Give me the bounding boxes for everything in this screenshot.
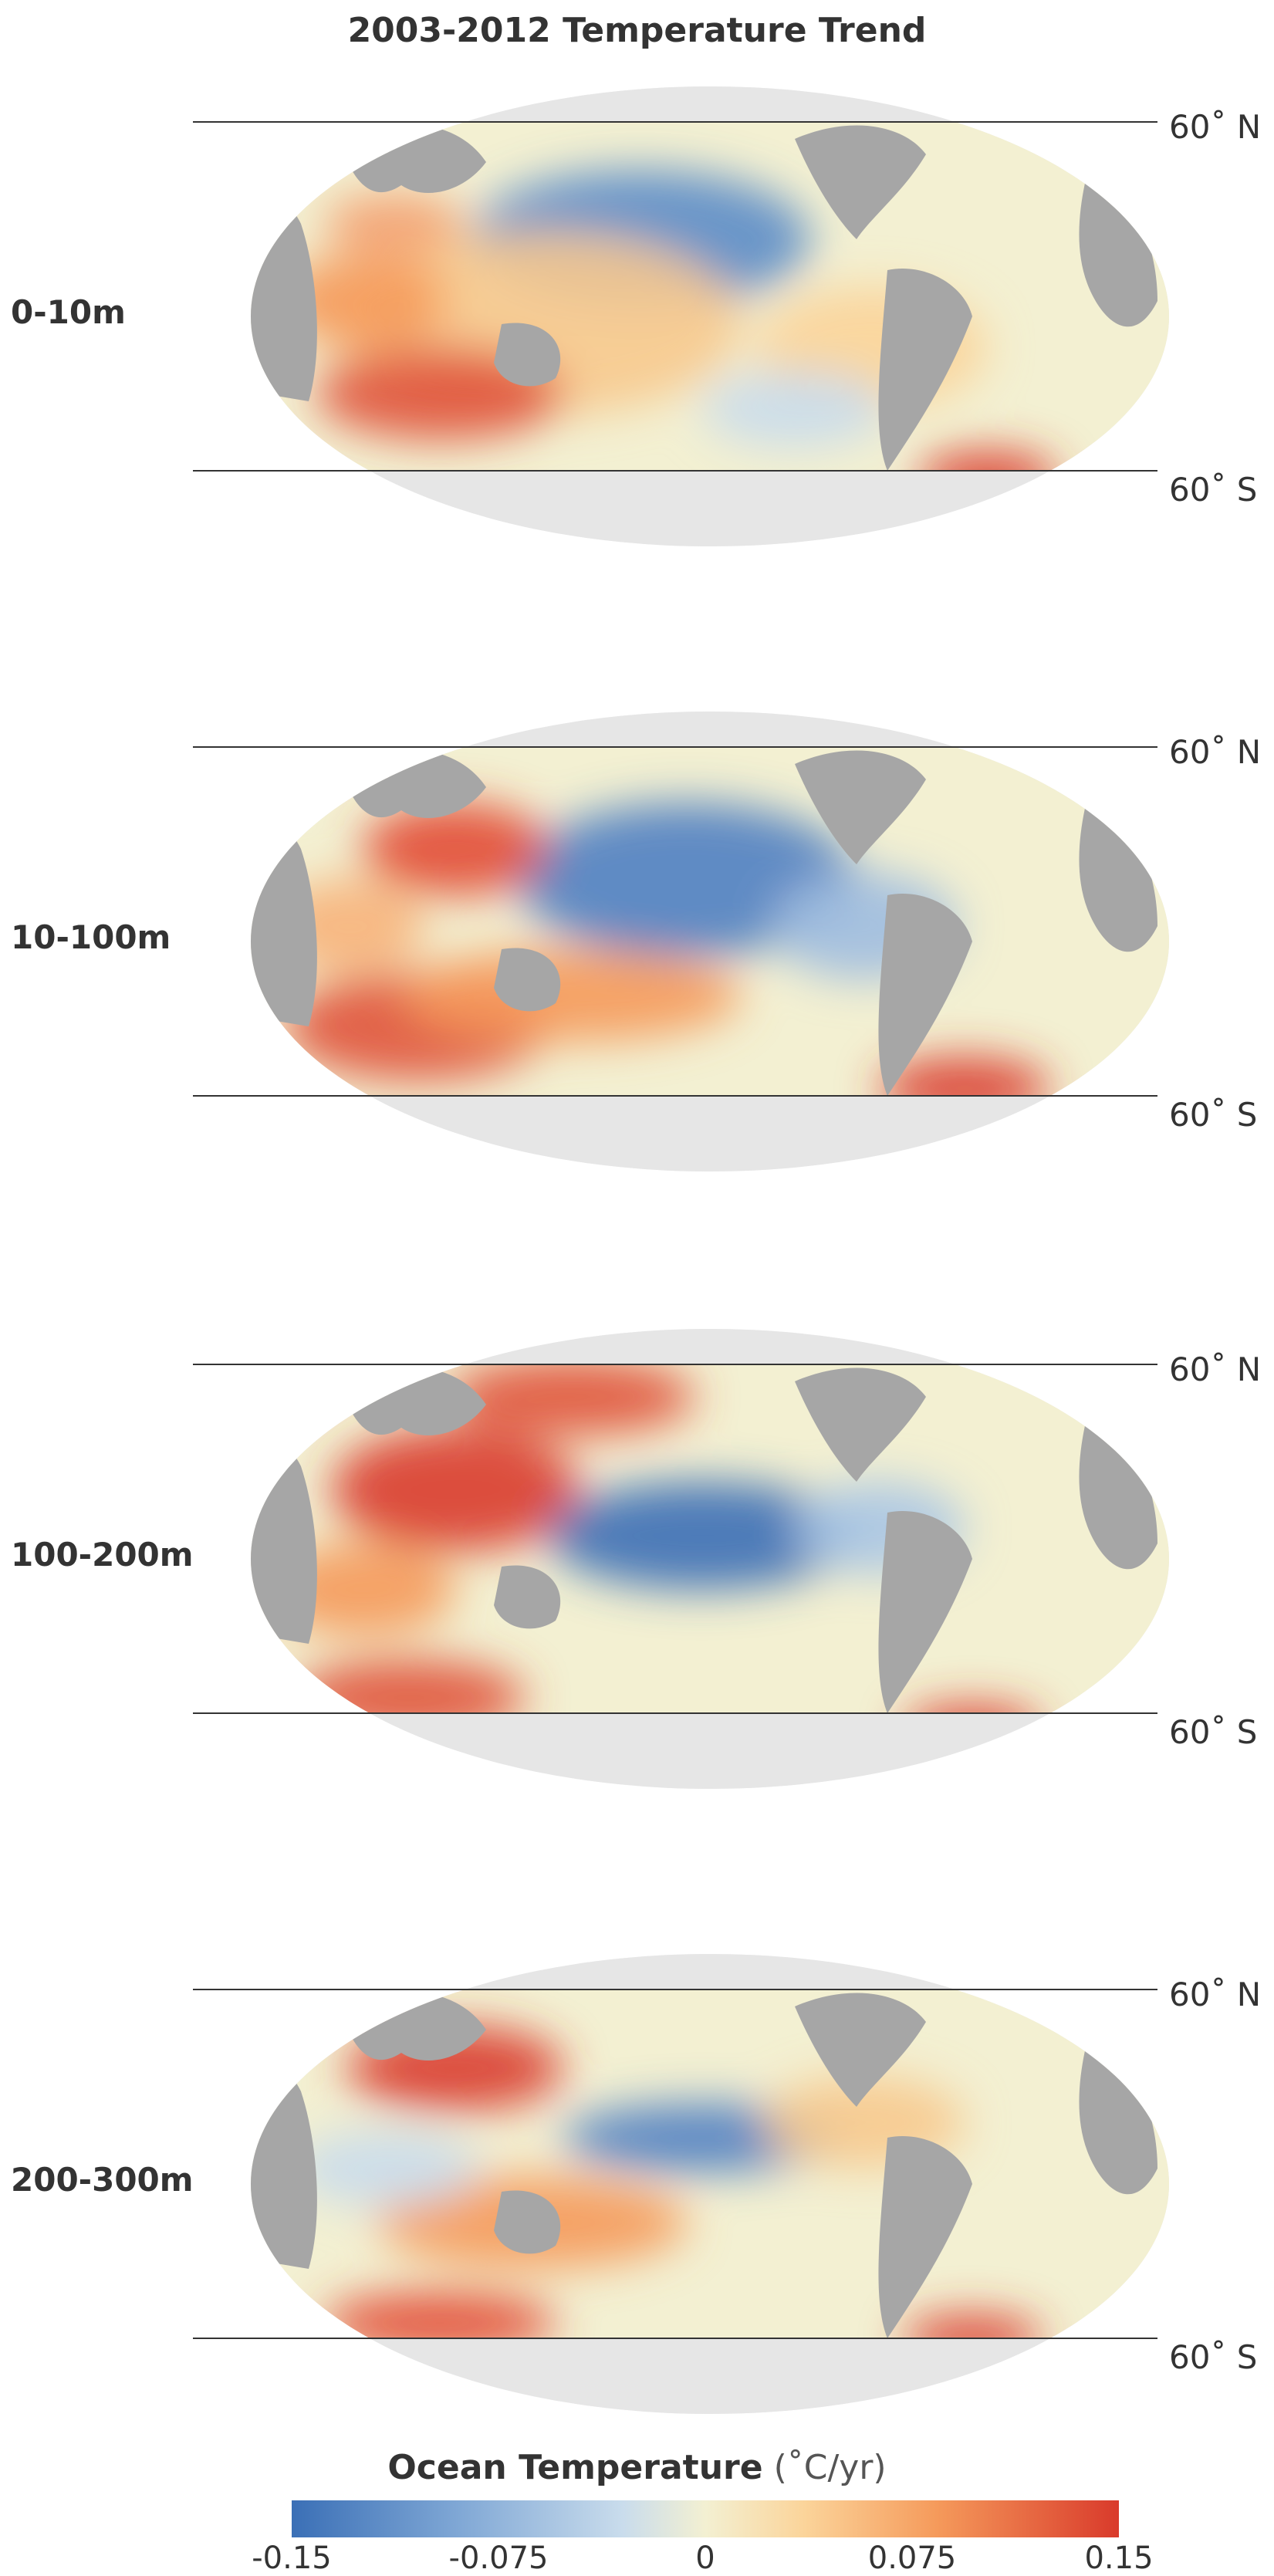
temperature-patch [401, 949, 741, 1042]
landmass [795, 750, 926, 864]
landmass [795, 125, 926, 239]
depth-label: 100-200m [11, 1536, 194, 1574]
temperature-patch [293, 2130, 478, 2207]
lat-north-label: 60˚ N [1169, 108, 1262, 146]
figure-title: 2003-2012 Temperature Trend [347, 11, 927, 50]
colorbar-title: Ocean Temperature (˚C/yr) [0, 2448, 1274, 2487]
lat-south-label: 60˚ S [1169, 1713, 1258, 1751]
landmass [1079, 795, 1157, 952]
lat-north-label: 60˚ N [1169, 1351, 1262, 1388]
temperature-patch [332, 1428, 579, 1551]
temperature-patch [278, 255, 448, 347]
landmass [878, 2136, 972, 2338]
colorbar-tick: -0.075 [448, 2541, 549, 2576]
landmass [1079, 170, 1157, 327]
map-panel-200-300m: 200-300m 60˚ N 60˚ S [0, 1937, 1274, 2431]
colorbar-title-text: Ocean Temperature [387, 2448, 763, 2487]
temperature-patch [880, 1057, 1049, 1096]
landmass [494, 948, 561, 1012]
landmass [1079, 2037, 1157, 2195]
lat-south-label: 60˚ S [1169, 2338, 1258, 2376]
map-panel-10-100m: 10-100m 60˚ N 60˚ S [0, 695, 1274, 1188]
colorbar-legend: Ocean Temperature (˚C/yr) -0.15 -0.075 0… [0, 2439, 1274, 2576]
temperature-patch [903, 2315, 1042, 2338]
temperature-patch [363, 803, 548, 895]
colorbar-gradient [292, 2500, 1119, 2537]
temperature-patch [548, 1482, 857, 1590]
landmass [878, 894, 972, 1096]
lat-south-label: 60˚ S [1169, 1096, 1258, 1134]
temperature-patch [324, 193, 463, 255]
colorbar-unit: (˚C/yr) [773, 2448, 887, 2487]
colorbar-tick: 0.15 [1084, 2541, 1154, 2576]
temperature-patch [324, 2292, 556, 2338]
landmass [1079, 1412, 1157, 1570]
colorbar-tick: 0.075 [867, 2541, 957, 2576]
lat-north-label: 60˚ N [1169, 733, 1262, 771]
landmass [494, 2190, 561, 2254]
landmass [494, 323, 561, 387]
depth-label: 0-10m [11, 293, 126, 331]
temperature-patch [702, 370, 887, 448]
temperature-patch [293, 1659, 525, 1713]
map-panel-100-200m: 100-200m 60˚ N 60˚ S [0, 1312, 1274, 1806]
map-panel-0-10m: 0-10m 60˚ N 60˚ S [0, 69, 1274, 563]
colorbar-tick: -0.15 [252, 2541, 332, 2576]
temperature-patch [517, 803, 857, 957]
landmass [795, 1993, 926, 2107]
temperature-patch [918, 451, 1057, 471]
landmass [795, 1367, 926, 1482]
landmass [878, 269, 972, 471]
landmass [878, 1511, 972, 1713]
colorbar-tick: 0 [695, 2541, 715, 2576]
landmass [494, 1565, 561, 1629]
world-map [193, 1954, 1169, 2414]
depth-label: 10-100m [11, 918, 171, 956]
world-map [193, 712, 1169, 1171]
lat-north-label: 60˚ N [1169, 1976, 1262, 2013]
temperature-patch [448, 1364, 694, 1435]
lat-south-label: 60˚ S [1169, 471, 1258, 509]
world-map [193, 1329, 1169, 1789]
world-map [193, 86, 1169, 546]
depth-label: 200-300m [11, 2161, 194, 2199]
